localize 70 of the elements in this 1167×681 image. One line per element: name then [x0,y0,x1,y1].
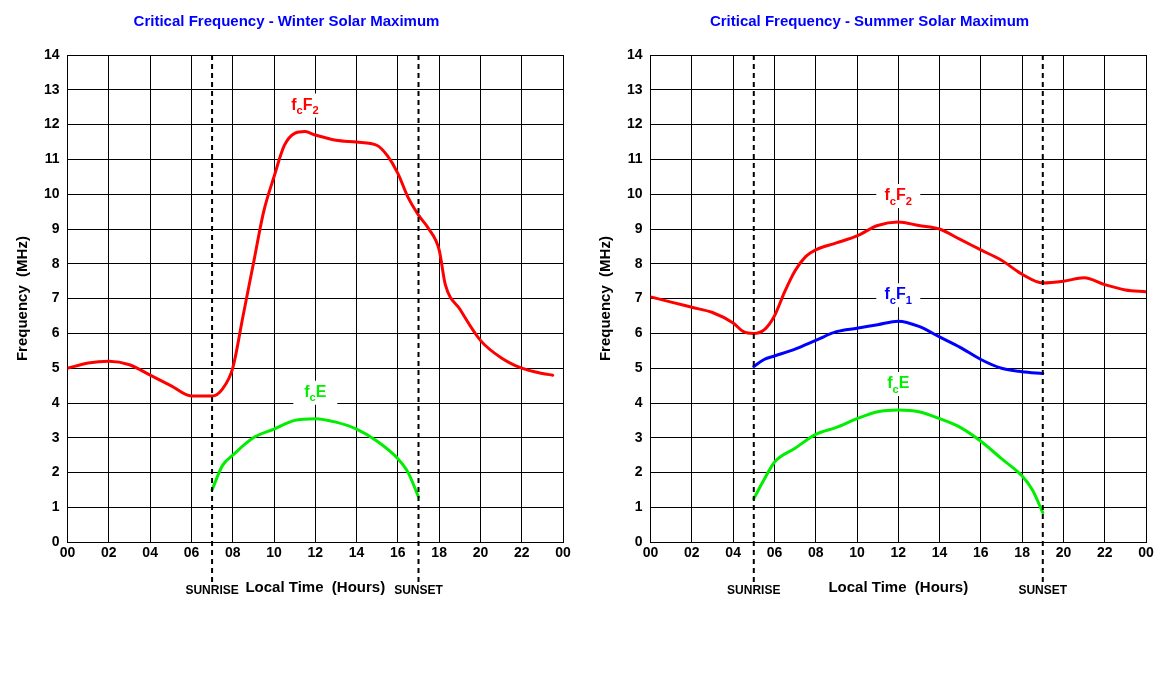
x-tick-label: 18 [431,544,448,561]
y-tick-label: 8 [634,254,643,271]
y-tick-label: 11 [627,150,643,167]
y-tick-label: 1 [51,498,60,515]
x-tick-label: 00 [59,544,76,561]
y-tick-label: 1 [634,498,643,515]
y-tick-label: 14 [626,45,643,62]
x-tick-label: 02 [101,544,117,561]
y-tick-label: 2 [634,463,643,480]
x-tick-label: 02 [684,544,700,561]
x-tick-label: 08 [224,544,241,561]
x-tick-label: 22 [1096,544,1113,561]
x-tick-label: 10 [266,544,282,561]
x-tick-label: 00 [642,544,659,561]
ref-line-label: SUNSET [1018,583,1068,598]
x-tick-label: 08 [807,544,824,561]
y-tick-label: 0 [51,533,60,550]
y-tick-label: 4 [51,393,60,410]
line-series [752,319,1045,375]
ref-line-label: SUNSET [394,583,444,598]
ref-line-label: SUNRISE [727,583,781,598]
y-tick-label: 9 [634,219,643,236]
x-tick-label: 12 [890,544,907,561]
y-tick-label: 8 [51,254,60,271]
y-tick-label: 6 [51,324,60,341]
y-tick-label: 12 [626,115,643,132]
y-tick-label: 14 [43,45,60,62]
y-tick-label: 11 [44,150,60,167]
y-tick-label: 9 [51,219,60,236]
y-tick-label: 0 [634,533,643,550]
x-tick-label: 14 [931,544,948,561]
y-axis-title: Frequency (MHz) [13,236,31,362]
y-tick-label: 5 [634,359,643,376]
x-tick-label: 14 [348,544,365,561]
x-tick-label: 06 [183,544,200,561]
x-tick-label: 22 [513,544,530,561]
x-tick-label: 20 [472,544,489,561]
y-tick-label: 10 [626,185,643,202]
line-series [752,408,1045,515]
y-tick-label: 5 [51,359,60,376]
y-tick-label: 13 [626,80,643,97]
x-tick-label: 12 [307,544,324,561]
y-tick-label: 6 [634,324,643,341]
x-tick-label: 18 [1014,544,1031,561]
y-tick-label: 7 [51,289,60,306]
y-tick-label: 4 [634,393,643,410]
y-tick-label: 7 [634,289,643,306]
y-tick-label: 12 [43,115,60,132]
y-tick-label: 2 [51,463,60,480]
x-tick-label: 00 [555,544,571,561]
y-tick-label: 3 [51,428,60,445]
x-axis-title: Local Time (Hours) [245,578,386,596]
x-tick-label: 00 [1138,544,1154,561]
x-tick-label: 06 [766,544,783,561]
ref-line-label: SUNRISE [185,583,239,598]
chart-title: Critical Frequency - Winter Solar Maximum [133,12,440,30]
x-tick-label: 16 [973,544,989,561]
y-axis-title: Frequency (MHz) [596,236,614,362]
line-series [650,220,1146,335]
x-tick-label: 10 [849,544,865,561]
x-axis-title: Local Time (Hours) [828,578,969,596]
line-series [210,417,420,499]
y-tick-label: 13 [43,80,60,97]
y-tick-label: 3 [634,428,643,445]
x-tick-label: 04 [142,544,159,561]
y-tick-label: 10 [43,185,60,202]
x-tick-label: 04 [725,544,742,561]
chart-title: Critical Frequency - Summer Solar Maximum [709,12,1030,30]
x-tick-label: 20 [1055,544,1072,561]
x-tick-label: 16 [390,544,406,561]
